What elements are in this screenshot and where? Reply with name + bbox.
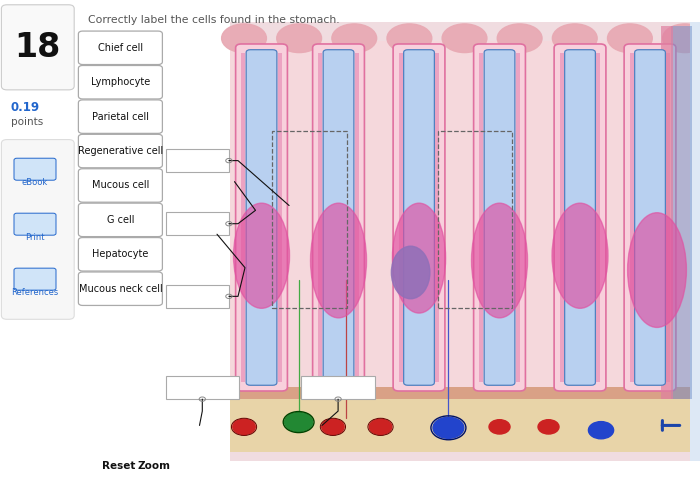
FancyBboxPatch shape bbox=[78, 238, 162, 271]
Text: 0.19: 0.19 bbox=[10, 101, 40, 114]
Ellipse shape bbox=[391, 246, 430, 299]
FancyBboxPatch shape bbox=[301, 376, 374, 399]
Ellipse shape bbox=[442, 24, 487, 53]
FancyBboxPatch shape bbox=[1, 5, 74, 90]
FancyBboxPatch shape bbox=[624, 44, 676, 391]
Circle shape bbox=[233, 419, 256, 435]
Bar bbox=[241, 53, 246, 382]
Circle shape bbox=[322, 419, 344, 435]
Bar bbox=[230, 387, 692, 399]
Bar bbox=[278, 53, 282, 382]
FancyBboxPatch shape bbox=[474, 44, 526, 391]
Bar bbox=[230, 387, 692, 452]
Bar bbox=[661, 26, 673, 399]
FancyBboxPatch shape bbox=[313, 44, 365, 391]
Circle shape bbox=[589, 422, 614, 439]
Circle shape bbox=[285, 413, 313, 432]
Bar bbox=[230, 22, 692, 461]
Text: Zoom: Zoom bbox=[137, 461, 171, 470]
Ellipse shape bbox=[552, 203, 608, 308]
Text: Lymphocyte: Lymphocyte bbox=[91, 77, 150, 87]
Ellipse shape bbox=[608, 24, 652, 53]
Text: Mucous neck cell: Mucous neck cell bbox=[78, 284, 162, 293]
Circle shape bbox=[489, 420, 510, 434]
Text: Mucous cell: Mucous cell bbox=[92, 181, 149, 190]
Text: Parietal cell: Parietal cell bbox=[92, 112, 149, 121]
Bar bbox=[230, 41, 692, 404]
FancyBboxPatch shape bbox=[393, 44, 445, 391]
FancyBboxPatch shape bbox=[78, 203, 162, 237]
Ellipse shape bbox=[497, 24, 542, 53]
Ellipse shape bbox=[276, 24, 321, 53]
FancyBboxPatch shape bbox=[78, 169, 162, 202]
FancyBboxPatch shape bbox=[78, 65, 162, 99]
Bar bbox=[671, 26, 692, 399]
FancyBboxPatch shape bbox=[554, 44, 606, 391]
Ellipse shape bbox=[311, 203, 367, 318]
Bar bbox=[318, 53, 323, 382]
Bar bbox=[355, 53, 359, 382]
Bar bbox=[399, 53, 403, 382]
FancyBboxPatch shape bbox=[1, 140, 74, 319]
Ellipse shape bbox=[663, 24, 700, 53]
Text: 18: 18 bbox=[15, 31, 61, 65]
Text: Regenerative cell: Regenerative cell bbox=[78, 146, 163, 156]
Ellipse shape bbox=[472, 203, 528, 318]
Text: points: points bbox=[10, 117, 43, 127]
Ellipse shape bbox=[393, 203, 446, 313]
Text: Hepatocyte: Hepatocyte bbox=[92, 250, 148, 259]
Text: References: References bbox=[11, 288, 59, 296]
FancyBboxPatch shape bbox=[635, 50, 666, 385]
Text: eBook: eBook bbox=[22, 178, 48, 186]
Ellipse shape bbox=[387, 24, 432, 53]
Bar bbox=[690, 22, 700, 461]
Ellipse shape bbox=[332, 24, 377, 53]
Circle shape bbox=[370, 419, 392, 435]
FancyBboxPatch shape bbox=[236, 44, 288, 391]
Bar bbox=[596, 53, 601, 382]
FancyBboxPatch shape bbox=[14, 158, 56, 180]
FancyBboxPatch shape bbox=[404, 50, 435, 385]
Bar bbox=[666, 53, 671, 382]
Circle shape bbox=[538, 420, 559, 434]
FancyBboxPatch shape bbox=[323, 50, 354, 385]
FancyBboxPatch shape bbox=[78, 31, 162, 65]
FancyBboxPatch shape bbox=[246, 50, 277, 385]
Ellipse shape bbox=[234, 203, 290, 308]
FancyBboxPatch shape bbox=[78, 134, 162, 168]
Ellipse shape bbox=[628, 213, 687, 327]
Text: Print: Print bbox=[25, 233, 45, 241]
Bar bbox=[516, 53, 520, 382]
FancyBboxPatch shape bbox=[484, 50, 515, 385]
Bar bbox=[480, 53, 484, 382]
FancyBboxPatch shape bbox=[166, 212, 229, 235]
FancyBboxPatch shape bbox=[78, 272, 162, 305]
Bar bbox=[630, 53, 634, 382]
Bar bbox=[435, 53, 440, 382]
FancyBboxPatch shape bbox=[166, 149, 229, 172]
FancyBboxPatch shape bbox=[14, 213, 56, 235]
Text: Chief cell: Chief cell bbox=[98, 43, 143, 53]
FancyBboxPatch shape bbox=[565, 50, 596, 385]
Text: Reset: Reset bbox=[102, 461, 136, 470]
FancyBboxPatch shape bbox=[14, 268, 56, 290]
Text: Correctly label the cells found in the stomach.: Correctly label the cells found in the s… bbox=[88, 15, 339, 25]
FancyBboxPatch shape bbox=[166, 285, 229, 308]
Text: G cell: G cell bbox=[106, 215, 134, 225]
Bar bbox=[560, 53, 564, 382]
FancyBboxPatch shape bbox=[166, 376, 239, 399]
Ellipse shape bbox=[552, 24, 597, 53]
FancyBboxPatch shape bbox=[78, 100, 162, 133]
Ellipse shape bbox=[222, 24, 267, 53]
Circle shape bbox=[433, 417, 464, 438]
